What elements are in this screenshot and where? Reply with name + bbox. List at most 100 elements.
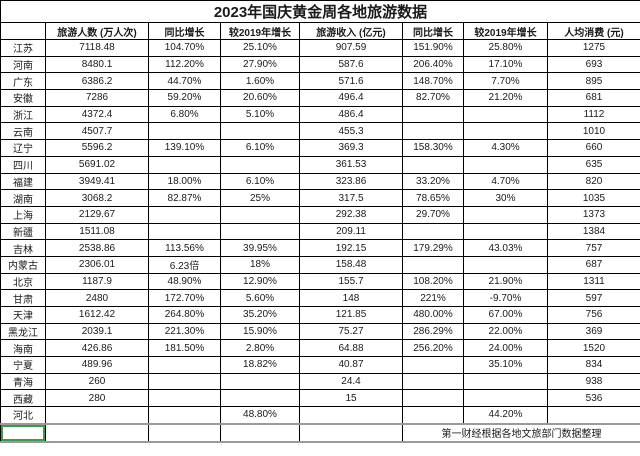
data-cell[interactable] — [220, 389, 300, 408]
data-cell[interactable]: 1384 — [547, 222, 640, 241]
province-cell[interactable]: 内蒙古 — [0, 255, 46, 274]
data-cell[interactable]: 489.96 — [45, 356, 149, 374]
data-cell[interactable]: 426.86 — [45, 339, 149, 358]
data-cell[interactable]: 15.90% — [220, 322, 300, 341]
data-cell[interactable] — [148, 406, 221, 425]
data-cell[interactable] — [299, 406, 403, 425]
data-cell[interactable] — [220, 372, 300, 391]
data-cell[interactable]: 221% — [402, 289, 464, 307]
data-cell[interactable]: 22.00% — [463, 322, 548, 341]
province-cell[interactable]: 四川 — [0, 155, 46, 174]
data-cell[interactable]: 2480 — [45, 289, 149, 307]
data-cell[interactable] — [547, 406, 640, 425]
data-cell[interactable]: 4372.4 — [45, 105, 149, 124]
data-cell[interactable]: 369 — [547, 322, 640, 341]
data-cell[interactable]: 496.4 — [299, 89, 403, 107]
data-cell[interactable]: 181.50% — [148, 339, 221, 358]
data-cell[interactable]: 264.80% — [148, 306, 221, 324]
data-cell[interactable]: 6.80% — [148, 105, 221, 124]
data-cell[interactable]: 7286 — [45, 89, 149, 107]
data-cell[interactable]: 4507.7 — [45, 122, 149, 141]
province-cell[interactable]: 云南 — [0, 122, 46, 141]
data-cell[interactable] — [220, 122, 300, 141]
data-cell[interactable]: 256.20% — [402, 339, 464, 358]
data-cell[interactable] — [463, 122, 548, 141]
data-cell[interactable]: 35.20% — [220, 306, 300, 324]
data-cell[interactable] — [220, 222, 300, 241]
data-cell[interactable]: 44.20% — [463, 406, 548, 425]
data-cell[interactable]: 48.90% — [148, 272, 221, 291]
data-cell[interactable]: 681 — [547, 89, 640, 107]
data-cell[interactable]: 571.6 — [299, 72, 403, 91]
data-cell[interactable]: 104.70% — [148, 39, 221, 57]
data-cell[interactable] — [402, 222, 464, 241]
data-cell[interactable]: 1311 — [547, 272, 640, 291]
data-cell[interactable]: 44.70% — [148, 72, 221, 91]
data-cell[interactable] — [402, 372, 464, 391]
data-cell[interactable]: 1373 — [547, 205, 640, 224]
data-cell[interactable] — [220, 205, 300, 224]
data-cell[interactable]: 660 — [547, 139, 640, 157]
data-cell[interactable]: 5.10% — [220, 105, 300, 124]
data-cell[interactable]: 30% — [463, 189, 548, 207]
data-cell[interactable]: 172.70% — [148, 289, 221, 307]
data-cell[interactable]: 2039.1 — [45, 322, 149, 341]
data-cell[interactable]: 139.10% — [148, 139, 221, 157]
data-cell[interactable]: 25% — [220, 189, 300, 207]
data-cell[interactable]: 6.10% — [220, 139, 300, 157]
selected-cell[interactable] — [0, 422, 46, 443]
data-cell[interactable]: 486.4 — [299, 105, 403, 124]
data-cell[interactable]: 757 — [547, 239, 640, 257]
data-cell[interactable] — [220, 155, 300, 174]
data-cell[interactable]: 25.10% — [220, 39, 300, 57]
province-cell[interactable]: 上海 — [0, 205, 46, 224]
data-cell[interactable]: 221.30% — [148, 322, 221, 341]
data-cell[interactable]: 21.20% — [463, 89, 548, 107]
data-cell[interactable]: 108.20% — [402, 272, 464, 291]
data-cell[interactable]: 286.29% — [402, 322, 464, 341]
data-cell[interactable]: 4.70% — [463, 172, 548, 191]
data-cell[interactable]: 18.82% — [220, 356, 300, 374]
data-cell[interactable]: 1511.08 — [45, 222, 149, 241]
data-cell[interactable]: 1112 — [547, 105, 640, 124]
data-cell[interactable] — [148, 356, 221, 374]
data-cell[interactable]: 209.11 — [299, 222, 403, 241]
province-cell[interactable]: 河北 — [0, 406, 46, 425]
province-cell[interactable]: 西藏 — [0, 389, 46, 408]
data-cell[interactable]: 148 — [299, 289, 403, 307]
data-cell[interactable]: 4.30% — [463, 139, 548, 157]
data-cell[interactable]: 369.3 — [299, 139, 403, 157]
data-cell[interactable]: 597 — [547, 289, 640, 307]
data-cell[interactable]: 687 — [547, 255, 640, 274]
data-cell[interactable] — [463, 372, 548, 391]
data-cell[interactable]: 17.10% — [463, 55, 548, 74]
data-cell[interactable]: 8480.1 — [45, 55, 149, 74]
data-cell[interactable]: 112.20% — [148, 55, 221, 74]
data-cell[interactable]: 536 — [547, 389, 640, 408]
province-cell[interactable]: 天津 — [0, 306, 46, 324]
data-cell[interactable]: 2.80% — [220, 339, 300, 358]
data-cell[interactable] — [402, 122, 464, 141]
data-cell[interactable]: 1520 — [547, 339, 640, 358]
data-cell[interactable]: 158.48 — [299, 255, 403, 274]
province-cell[interactable]: 安徽 — [0, 89, 46, 107]
data-cell[interactable]: 24.4 — [299, 372, 403, 391]
data-cell[interactable]: 5691.02 — [45, 155, 149, 174]
data-cell[interactable]: 40.87 — [299, 356, 403, 374]
data-cell[interactable] — [402, 406, 464, 425]
province-cell[interactable]: 福建 — [0, 172, 46, 191]
data-cell[interactable]: 2306.01 — [45, 255, 149, 274]
data-cell[interactable]: 82.87% — [148, 189, 221, 207]
data-cell[interactable]: 6.23倍 — [148, 255, 221, 274]
data-cell[interactable]: 480.00% — [402, 306, 464, 324]
data-cell[interactable] — [45, 406, 149, 425]
data-cell[interactable] — [148, 222, 221, 241]
data-cell[interactable]: 587.6 — [299, 55, 403, 74]
province-cell[interactable]: 青海 — [0, 372, 46, 391]
data-cell[interactable]: 21.90% — [463, 272, 548, 291]
province-cell[interactable]: 新疆 — [0, 222, 46, 241]
data-cell[interactable]: 29.70% — [402, 205, 464, 224]
data-cell[interactable]: 179.29% — [402, 239, 464, 257]
data-cell[interactable]: 18% — [220, 255, 300, 274]
data-cell[interactable]: 1.60% — [220, 72, 300, 91]
